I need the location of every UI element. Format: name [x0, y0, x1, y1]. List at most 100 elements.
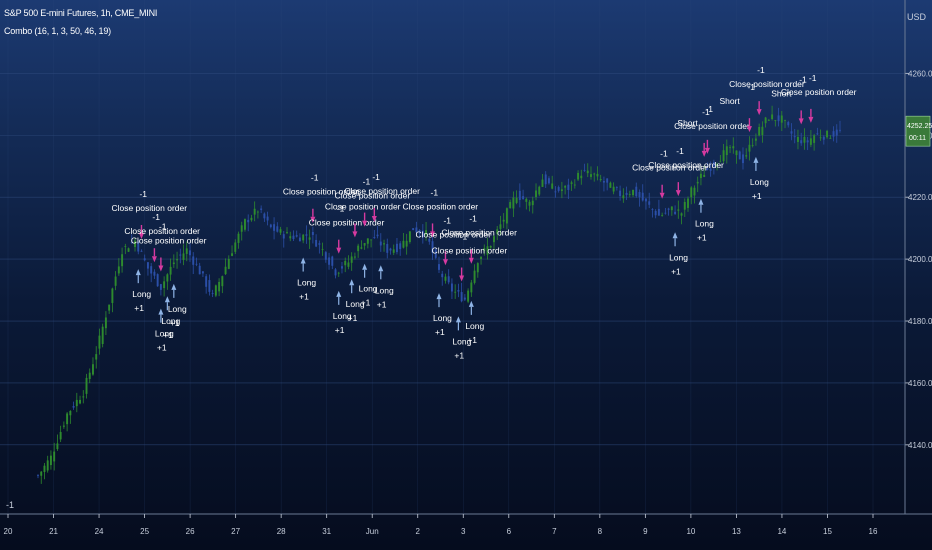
candle — [590, 166, 592, 180]
candle — [528, 199, 531, 212]
entry-label: Long — [465, 321, 484, 331]
candle — [46, 455, 49, 473]
bottom-left-value: -1 — [6, 500, 15, 510]
candle-body — [195, 263, 198, 265]
exit-qty: -1 — [159, 221, 167, 231]
candle — [98, 328, 101, 355]
candle — [234, 239, 237, 255]
exit-marker: Close position order-1 — [309, 204, 385, 254]
candle — [341, 261, 343, 274]
candle-body — [221, 276, 224, 287]
candle — [742, 147, 744, 170]
candle-body — [745, 155, 748, 157]
exit-arrow-icon — [430, 231, 436, 238]
candle-body — [373, 237, 376, 239]
exit-qty: -1 — [443, 215, 451, 225]
candle-body — [247, 219, 250, 223]
exit-arrow-icon — [675, 190, 681, 197]
candle-body — [231, 253, 233, 256]
time-tick-label: 8 — [598, 527, 603, 536]
candle-body — [286, 232, 288, 234]
exit-marker: Close position order-1 — [632, 149, 708, 199]
candle-body — [690, 187, 693, 198]
candle — [153, 269, 156, 279]
exit-qty: -1 — [676, 146, 684, 156]
exit-marker: Close position order-1 — [124, 212, 200, 263]
time-tick-label: 2 — [416, 527, 421, 536]
candle-body — [192, 256, 195, 265]
candle — [551, 175, 554, 190]
exit-qty: -1 — [311, 173, 319, 183]
candle — [599, 174, 602, 182]
candle-body — [645, 198, 647, 202]
candle-body — [612, 186, 615, 192]
candle-body — [580, 175, 583, 179]
exit-label: Close position order — [124, 226, 200, 236]
candle — [651, 208, 654, 218]
candle-body — [632, 189, 634, 196]
candle — [428, 237, 431, 245]
candle-body — [40, 471, 43, 476]
candle-body — [95, 354, 98, 360]
candle-body — [208, 280, 211, 292]
candle — [208, 274, 211, 296]
exit-label: Short — [771, 88, 792, 98]
exit-marker: Close position order-1 — [781, 73, 857, 123]
entry-qty: +1 — [697, 233, 707, 243]
candle-body — [470, 282, 473, 293]
candle — [211, 289, 214, 298]
time-tick-label: 6 — [507, 527, 512, 536]
candle — [493, 234, 495, 250]
candle-body — [638, 191, 641, 198]
candle — [79, 395, 82, 405]
exit-qty: -1 — [799, 74, 807, 84]
candle — [648, 192, 651, 209]
long-entry-marker: Long +1 — [132, 269, 151, 313]
candle — [273, 217, 276, 240]
candle — [758, 123, 761, 137]
entry-label: Long — [333, 311, 352, 321]
candle — [670, 206, 673, 216]
entry-label: Long — [695, 219, 714, 229]
candle-body — [379, 241, 382, 246]
exit-marker: Close position order-1 — [432, 232, 507, 282]
candle-body — [480, 256, 483, 259]
entry-qty: +1 — [467, 335, 477, 345]
candle-body — [79, 399, 82, 404]
candle-body — [531, 200, 534, 206]
candle — [114, 271, 117, 291]
candle-body — [528, 201, 531, 206]
candle-body — [486, 246, 489, 255]
entry-arrow-icon — [300, 257, 306, 264]
candle — [150, 263, 153, 283]
candle-body — [75, 399, 78, 407]
candle-body — [337, 272, 340, 274]
candle — [104, 311, 107, 336]
candle-body — [114, 276, 117, 286]
candle — [457, 283, 460, 298]
candle — [754, 133, 757, 146]
candle — [615, 186, 618, 191]
candle-body — [677, 209, 680, 211]
exit-arrow-icon — [352, 231, 358, 238]
candle-body — [826, 130, 829, 138]
candle — [515, 190, 518, 205]
candle-body — [696, 181, 699, 184]
candle — [674, 205, 677, 216]
candle — [62, 421, 65, 429]
price-tick-label: 4140.00 — [908, 441, 932, 450]
candle-body — [512, 197, 515, 209]
exit-arrow-icon — [659, 192, 665, 199]
candle — [822, 135, 825, 145]
candle-body — [787, 122, 790, 126]
time-tick-label: 25 — [140, 527, 149, 536]
candle-body — [567, 184, 570, 190]
candle-body — [127, 248, 130, 252]
time-tick-label: 7 — [552, 527, 557, 536]
candle-body — [790, 131, 793, 134]
entry-label: Long — [452, 336, 471, 346]
entry-qty: +1 — [134, 303, 144, 313]
exit-qty: -1 — [809, 73, 817, 83]
candle — [399, 241, 402, 256]
